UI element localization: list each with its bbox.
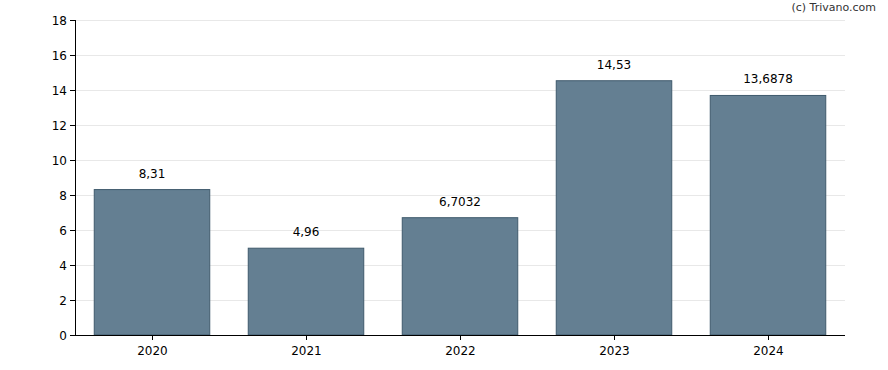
chart-container: 0 2 4 6 8 10 12 14 16 18 8,31 4,96 6,7032 14,53 13,687… bbox=[0, 0, 888, 370]
x-tick-label: 2021 bbox=[291, 344, 322, 358]
bar bbox=[556, 81, 672, 335]
y-tick-label: 4 bbox=[59, 259, 67, 273]
grid-line bbox=[75, 55, 845, 56]
bar bbox=[710, 95, 826, 335]
data-label: 13,6878 bbox=[743, 72, 793, 86]
bars bbox=[94, 81, 826, 335]
y-tick-label: 0 bbox=[59, 329, 67, 343]
y-tick-label: 6 bbox=[59, 224, 67, 238]
data-label: 6,7032 bbox=[439, 195, 481, 209]
bar bbox=[248, 248, 364, 335]
x-tick-label: 2024 bbox=[753, 344, 784, 358]
x-tick bbox=[460, 335, 461, 340]
chart: 0 2 4 6 8 10 12 14 16 18 8,31 4,96 6,7032 14,53 13,687… bbox=[0, 0, 888, 370]
x-tick-label: 2020 bbox=[137, 344, 168, 358]
bar bbox=[94, 190, 210, 335]
x-tick bbox=[152, 335, 153, 340]
data-label: 4,96 bbox=[293, 225, 320, 239]
y-tick bbox=[70, 335, 75, 336]
y-axis bbox=[75, 20, 76, 335]
grid-line bbox=[75, 20, 845, 21]
data-label: 8,31 bbox=[139, 167, 166, 181]
x-tick bbox=[306, 335, 307, 340]
data-label: 14,53 bbox=[597, 58, 631, 72]
y-tick-label: 16 bbox=[52, 49, 67, 63]
y-tick-label: 10 bbox=[52, 154, 67, 168]
y-tick-label: 18 bbox=[52, 14, 67, 28]
y-tick bbox=[70, 300, 75, 301]
x-tick bbox=[614, 335, 615, 340]
y-tick-label: 14 bbox=[52, 84, 67, 98]
y-tick bbox=[70, 160, 75, 161]
bar bbox=[402, 218, 518, 335]
y-tick bbox=[70, 55, 75, 56]
y-tick bbox=[70, 90, 75, 91]
y-tick bbox=[70, 230, 75, 231]
y-tick-label: 12 bbox=[52, 119, 67, 133]
y-tick bbox=[70, 20, 75, 21]
y-tick bbox=[70, 125, 75, 126]
y-tick-label: 8 bbox=[59, 189, 67, 203]
annotation: (c) Trivano.com bbox=[791, 1, 876, 14]
y-tick bbox=[70, 195, 75, 196]
x-tick-label: 2022 bbox=[445, 344, 476, 358]
grid-line bbox=[75, 90, 845, 91]
x-tick bbox=[768, 335, 769, 340]
y-tick bbox=[70, 265, 75, 266]
x-tick-label: 2023 bbox=[599, 344, 630, 358]
y-tick-label: 2 bbox=[59, 294, 67, 308]
